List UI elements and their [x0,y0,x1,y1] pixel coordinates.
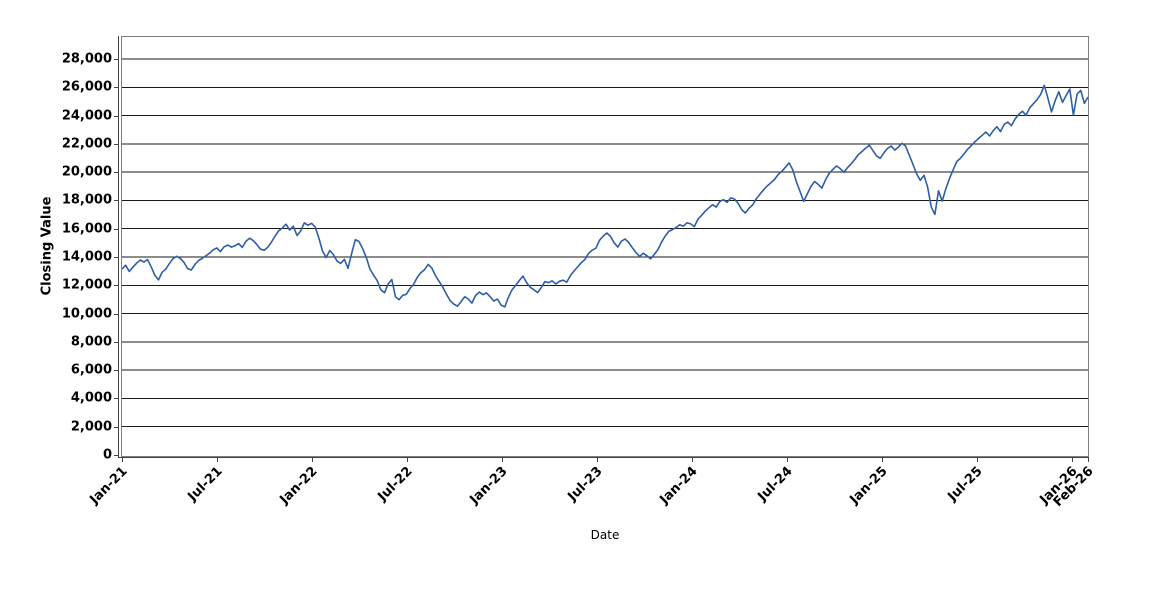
x-tick-mark [1088,458,1089,462]
y-tick-mark [114,200,119,201]
series-line-closing-value [122,84,1088,308]
y-tick-mark [114,342,119,343]
x-tick-mark [882,458,883,462]
plot-svg [122,58,1088,428]
y-tick-mark [114,398,119,399]
y-tick-label: 0 [102,447,112,463]
y-tick-mark [114,59,119,60]
y-tick-label: 26,000 [61,79,112,95]
y-tick-mark [114,370,119,371]
y-tick-label: 14,000 [61,249,112,265]
y-tick-label: 20,000 [61,164,112,180]
y-tick-mark [114,172,119,173]
x-axis-line [118,457,1089,458]
x-tick-mark [217,458,218,462]
x-axis-title: Date [590,528,620,542]
y-tick-mark [114,455,119,456]
plot-area [121,36,1089,457]
y-tick-mark [114,87,119,88]
y-tick-mark [114,285,119,286]
x-tick-mark [597,458,598,462]
y-tick-label: 6,000 [70,362,112,378]
x-tick-mark [407,458,408,462]
y-axis-line [118,36,119,458]
y-tick-label: 4,000 [70,390,112,406]
x-tick-mark [312,458,313,462]
y-tick-label: 10,000 [61,306,112,322]
x-tick-mark [692,458,693,462]
y-tick-mark [114,144,119,145]
y-tick-mark [114,314,119,315]
y-tick-mark [114,229,119,230]
y-tick-label: 28,000 [61,51,112,67]
y-tick-label: 8,000 [70,334,112,350]
y-tick-mark [114,116,119,117]
x-tick-mark [977,458,978,462]
x-tick-mark [787,458,788,462]
x-tick-mark [1072,458,1073,462]
y-tick-label: 16,000 [61,221,112,237]
y-tick-label: 12,000 [61,277,112,293]
y-tick-mark [114,257,119,258]
y-tick-label: 22,000 [61,136,112,152]
y-tick-label: 18,000 [61,192,112,208]
x-tick-mark [502,458,503,462]
y-tick-mark [114,427,119,428]
y-tick-label: 2,000 [70,419,112,435]
x-tick-mark [122,458,123,462]
y-tick-label: 24,000 [61,108,112,124]
x-tick-label: Jan-21 [87,464,131,508]
